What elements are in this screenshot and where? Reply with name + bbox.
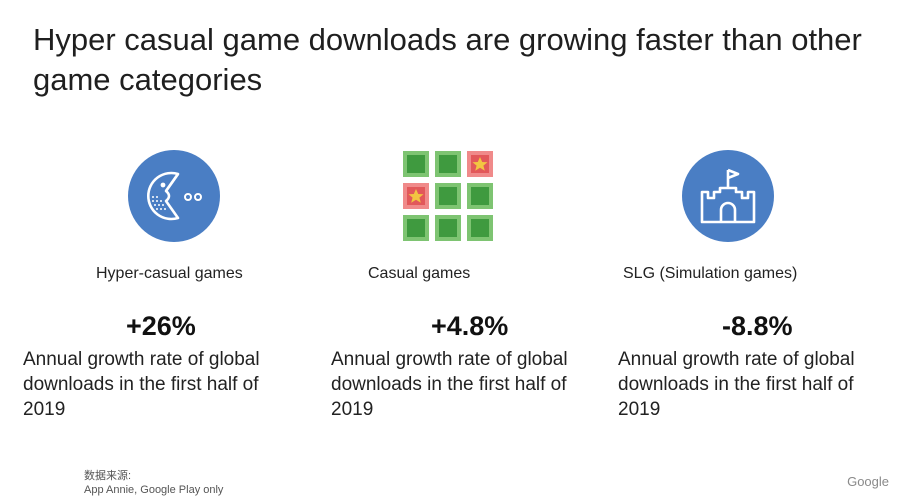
source-heading: 数据来源: bbox=[84, 470, 132, 482]
match-grid-icon bbox=[402, 150, 494, 242]
page-title: Hyper casual game downloads are growing … bbox=[33, 22, 862, 97]
source-text: App Annie, Google Play only bbox=[84, 484, 224, 496]
category-label: SLG (Simulation games) bbox=[623, 265, 798, 282]
growth-stat: -8.8% bbox=[722, 311, 793, 341]
source-note: 数据来源: App Annie, Google Play only bbox=[84, 469, 223, 497]
castle-icon bbox=[682, 150, 774, 242]
growth-stat: +26% bbox=[126, 311, 196, 341]
category-label: Casual games bbox=[368, 265, 471, 282]
category-slg: SLG (Simulation games) -8.8% Annual grow… bbox=[618, 140, 898, 430]
growth-description: Annual growth rate of global downloads i… bbox=[23, 349, 260, 420]
brand-logo: Google bbox=[847, 474, 889, 489]
growth-stat: +4.8% bbox=[431, 311, 509, 341]
growth-description: Annual growth rate of global downloads i… bbox=[331, 349, 568, 420]
pacman-icon bbox=[128, 150, 220, 242]
growth-description: Annual growth rate of global downloads i… bbox=[618, 349, 855, 420]
category-casual: Casual games +4.8% Annual growth rate of… bbox=[331, 140, 611, 430]
category-label: Hyper-casual games bbox=[96, 265, 243, 282]
category-hyper-casual: Hyper-casual games +26% Annual growth ra… bbox=[23, 140, 303, 430]
